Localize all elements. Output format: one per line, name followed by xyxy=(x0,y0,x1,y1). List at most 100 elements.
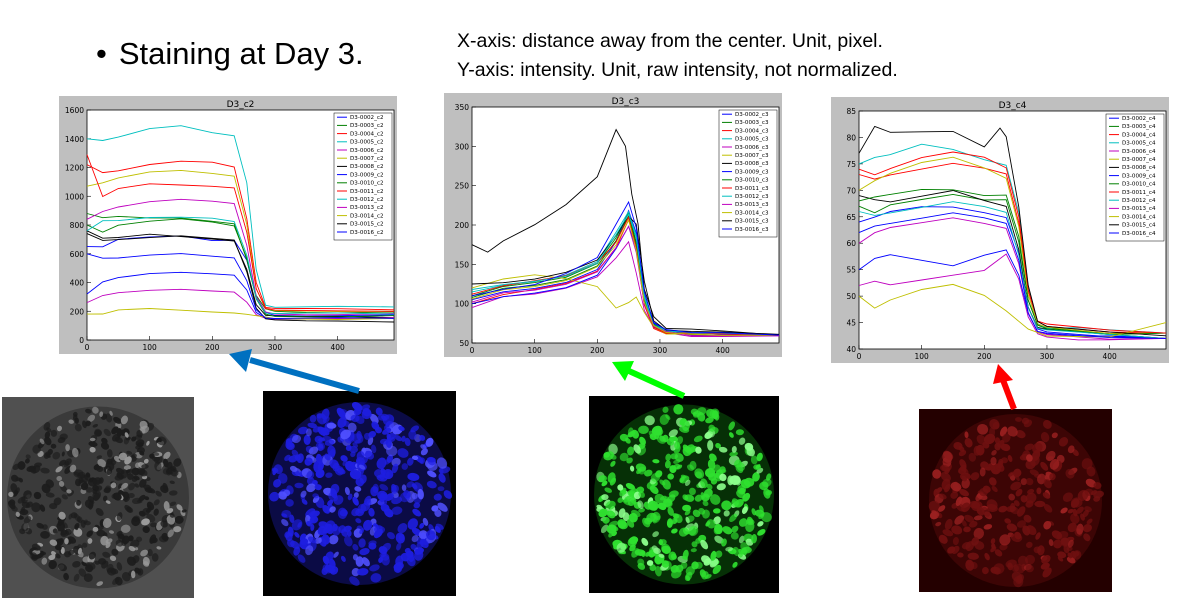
x-tick-label: 400 xyxy=(330,343,345,352)
series-line-D3-0002_c4 xyxy=(858,206,1167,339)
legend-entry: D3-0015_c2 xyxy=(350,222,384,228)
legend-entry: D3-0013_c3 xyxy=(735,202,769,208)
x-tick-label: 200 xyxy=(205,343,220,352)
legend-entry: D3-0011_c4 xyxy=(1122,190,1156,196)
cell-texture xyxy=(269,401,453,586)
legend-entry: D3-0014_c2 xyxy=(350,213,384,219)
legend-entry: D3-0011_c3 xyxy=(735,186,769,192)
legend-entry: D3-0016_c3 xyxy=(735,227,769,233)
phase-contrast-colony-image xyxy=(2,397,194,598)
legend-entry: D3-0002_c3 xyxy=(735,112,769,118)
legend-entry: D3-0006_c2 xyxy=(350,148,384,154)
legend-box xyxy=(718,109,778,238)
x-axis-note: X-axis: distance away from the center. U… xyxy=(457,30,883,52)
series-line-D3-0015_c2 xyxy=(86,233,395,323)
series-line-D3-0016_c3 xyxy=(471,200,780,336)
legend-entry: D3-0011_c2 xyxy=(350,189,384,195)
x-tick-label: 300 xyxy=(653,346,668,355)
y-tick-label: 350 xyxy=(455,103,470,112)
series-line-D3-0012_c2 xyxy=(86,216,395,315)
series-line-D3-0014_c2 xyxy=(86,308,395,320)
y-axis-note: Y-axis: intensity. Unit, raw intensity, … xyxy=(457,59,898,81)
slide-title-text: Staining at Day 3. xyxy=(118,36,364,71)
legend-entry: D3-0006_c3 xyxy=(735,145,769,151)
legend-entry: D3-0003_c4 xyxy=(1122,124,1156,130)
chart-legend: D3-0002_c4 D3-0003_c4 D3-0004_c4 D3-0005_c4… xyxy=(1105,113,1165,242)
series-line-D3-0007_c2 xyxy=(86,169,395,312)
series-line-D3-0009_c4 xyxy=(858,249,1167,339)
x-tick-label: 0 xyxy=(857,352,862,361)
y-tick-label: 800 xyxy=(70,221,85,230)
legend-entry: D3-0002_c2 xyxy=(350,115,384,121)
chart-legend: D3-0002_c2 D3-0003_c2 D3-0004_c2 D3-0005_c2… xyxy=(333,112,393,241)
legend-entry: D3-0009_c3 xyxy=(735,169,769,175)
y-tick-label: 65 xyxy=(846,213,856,222)
y-tick-label: 600 xyxy=(70,250,85,259)
series-line-D3-0013_c3 xyxy=(471,225,780,337)
y-tick-label: 300 xyxy=(455,142,470,151)
y-tick-label: 1400 xyxy=(65,135,84,144)
y-tick-label: 50 xyxy=(846,292,856,301)
legend-entry: D3-0014_c3 xyxy=(735,210,769,216)
legend-entry: D3-0015_c4 xyxy=(1122,223,1156,229)
series-line-D3-0014_c4 xyxy=(858,283,1167,338)
legend-entry: D3-0012_c2 xyxy=(350,197,384,203)
x-tick-label: 400 xyxy=(715,346,730,355)
legend-entry: D3-0014_c4 xyxy=(1122,214,1156,220)
legend-entry: D3-0013_c2 xyxy=(350,205,384,211)
legend-entry: D3-0016_c4 xyxy=(1122,231,1156,237)
legend-entry: D3-0012_c3 xyxy=(735,194,769,200)
legend-entry: D3-0016_c2 xyxy=(350,230,384,236)
legend-entry: D3-0010_c4 xyxy=(1122,182,1156,188)
series-line-D3-0012_c4 xyxy=(858,201,1167,339)
y-tick-label: 80 xyxy=(846,133,856,142)
legend-entry: D3-0003_c2 xyxy=(350,123,384,129)
legend-entry: D3-0008_c4 xyxy=(1122,165,1156,171)
series-line-D3-0008_c3 xyxy=(471,215,780,335)
cell-texture xyxy=(8,406,187,586)
x-tick-label: 400 xyxy=(1102,352,1117,361)
slide-title: • Staining at Day 3. xyxy=(96,36,364,72)
legend-entry: D3-0003_c3 xyxy=(735,120,769,126)
y-tick-label: 200 xyxy=(455,221,470,230)
red-channel-colony-image xyxy=(919,409,1112,592)
legend-entry: D3-0007_c3 xyxy=(735,153,769,159)
series-line-D3-0015_c3 xyxy=(471,128,780,336)
y-tick-label: 55 xyxy=(846,266,856,275)
series-line-D3-0006_c3 xyxy=(471,240,780,337)
chart-d3-c3: D3_c3 50 100 150 200 250 300 350 0 100 200 300 400 D3… xyxy=(444,93,782,357)
chart-legend: D3-0002_c3 D3-0003_c3 D3-0004_c3 D3-0005_c3… xyxy=(718,109,778,238)
series-line-D3-0011_c2 xyxy=(86,154,395,312)
legend-entry: D3-0004_c4 xyxy=(1122,132,1156,138)
arrow-c3 xyxy=(612,361,686,399)
series-line-D3-0006_c2 xyxy=(86,198,395,316)
y-tick-label: 70 xyxy=(846,186,856,195)
legend-entry: D3-0007_c2 xyxy=(350,156,384,162)
x-tick-label: 300 xyxy=(1040,352,1055,361)
series-lines xyxy=(471,128,780,337)
legend-entry: D3-0002_c4 xyxy=(1122,116,1156,122)
y-tick-label: 40 xyxy=(846,345,856,354)
x-tick-label: 200 xyxy=(977,352,992,361)
legend-entry: D3-0009_c4 xyxy=(1122,173,1156,179)
chart-d3-c2: D3_c2 0 200 400 600 800 1000 1200 1400 1600 0 100 20… xyxy=(59,96,397,354)
bullet-glyph: • xyxy=(96,36,107,71)
series-line-D3-0011_c4 xyxy=(858,151,1167,334)
x-tick-label: 0 xyxy=(470,346,475,355)
series-line-D3-0003_c4 xyxy=(858,193,1167,335)
y-tick-label: 150 xyxy=(455,260,470,269)
x-tick-label: 100 xyxy=(142,343,157,352)
x-tick-label: 200 xyxy=(590,346,605,355)
chart-d3-c4: D3_c4 40 45 50 55 60 65 70 75 80 85 0 100 200 300 400 D3… xyxy=(831,97,1169,363)
legend-entry: D3-0008_c2 xyxy=(350,164,384,170)
arrow-c4 xyxy=(993,364,1017,411)
chart-title: D3_c3 xyxy=(612,97,640,107)
legend-entry: D3-0005_c4 xyxy=(1122,141,1156,147)
blue-channel-colony-image xyxy=(263,391,456,596)
y-tick-label: 85 xyxy=(846,107,856,116)
legend-entry: D3-0015_c3 xyxy=(735,219,769,225)
x-tick-label: 100 xyxy=(914,352,929,361)
series-line-D3-0007_c4 xyxy=(858,156,1167,334)
y-tick-label: 250 xyxy=(455,182,470,191)
green-channel-colony-image xyxy=(589,396,779,593)
